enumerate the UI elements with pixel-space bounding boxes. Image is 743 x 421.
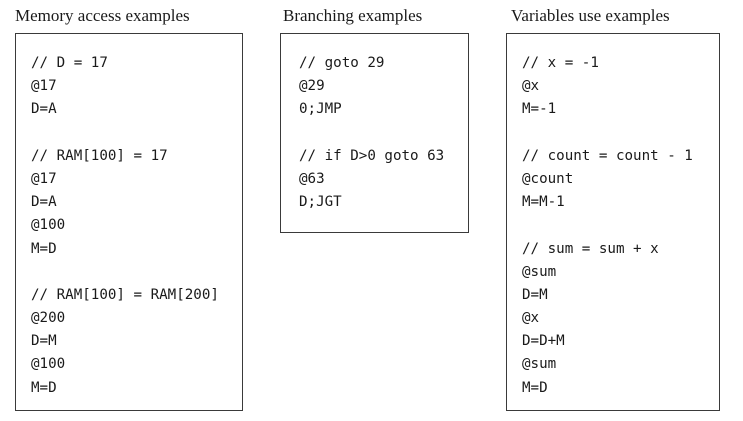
code-line: @29 [299, 78, 325, 95]
code-line: M=D [522, 379, 548, 396]
code-line: // x = -1 [522, 55, 599, 71]
code-line: D=M [522, 286, 548, 303]
code-line: @100 [31, 356, 66, 373]
code-line: // goto 29 [299, 55, 385, 71]
code-line: // D = 17 [31, 55, 108, 71]
panel-title-memory-access: Memory access examples [15, 6, 190, 25]
code-line: @100 [31, 217, 66, 234]
code-line: M=M-1 [522, 194, 565, 211]
code-line [522, 214, 693, 237]
code-line: // sum = sum + x [522, 240, 659, 257]
code-line: D=M [31, 333, 57, 350]
code-line: @17 [31, 78, 57, 95]
code-line: @17 [31, 170, 57, 187]
code-box-variables-use: // x = -1 @x M=-1 // count = count - 1 @coun… [506, 33, 720, 411]
panel-title-branching: Branching examples [283, 6, 423, 25]
code-line: // if D>0 goto 63 [299, 147, 445, 164]
code-lines-memory-access: // D = 17 @17 D=A // RAM[100] = 17 @17 D=A @10… [31, 52, 219, 400]
code-line: M=D [31, 379, 57, 396]
code-lines-variables-use: // x = -1 @x M=-1 // count = count - 1 @coun… [522, 52, 693, 400]
code-line: // RAM[100] = RAM[200] [31, 286, 219, 303]
code-line [299, 122, 444, 145]
code-line: // RAM[100] = 17 [31, 147, 168, 164]
code-line: @sum [522, 356, 557, 373]
code-line: @200 [31, 310, 66, 327]
code-line: // count = count - 1 [522, 147, 693, 164]
code-lines-branching: // goto 29 @29 0;JMP // if D>0 goto 63 @63 D;… [299, 52, 444, 214]
code-line: M=-1 [522, 101, 557, 118]
code-line: @x [522, 78, 540, 95]
code-line [31, 261, 219, 284]
code-line [522, 122, 693, 145]
code-box-memory-access: // D = 17 @17 D=A // RAM[100] = 17 @17 D=A @10… [15, 33, 243, 411]
code-line: M=D [31, 240, 57, 257]
code-line [31, 122, 219, 145]
code-line: @sum [522, 263, 557, 280]
code-line: D=D+M [522, 333, 565, 350]
panel-title-variables-use: Variables use examples [511, 6, 670, 25]
code-line: D=A [31, 101, 57, 118]
code-line: @count [522, 170, 574, 187]
code-line: @63 [299, 170, 325, 187]
code-line: @x [522, 310, 540, 327]
code-line: D=A [31, 194, 57, 211]
code-line: 0;JMP [299, 101, 342, 118]
code-box-branching: // goto 29 @29 0;JMP // if D>0 goto 63 @63 D;… [280, 33, 469, 233]
code-line: D;JGT [299, 194, 342, 211]
